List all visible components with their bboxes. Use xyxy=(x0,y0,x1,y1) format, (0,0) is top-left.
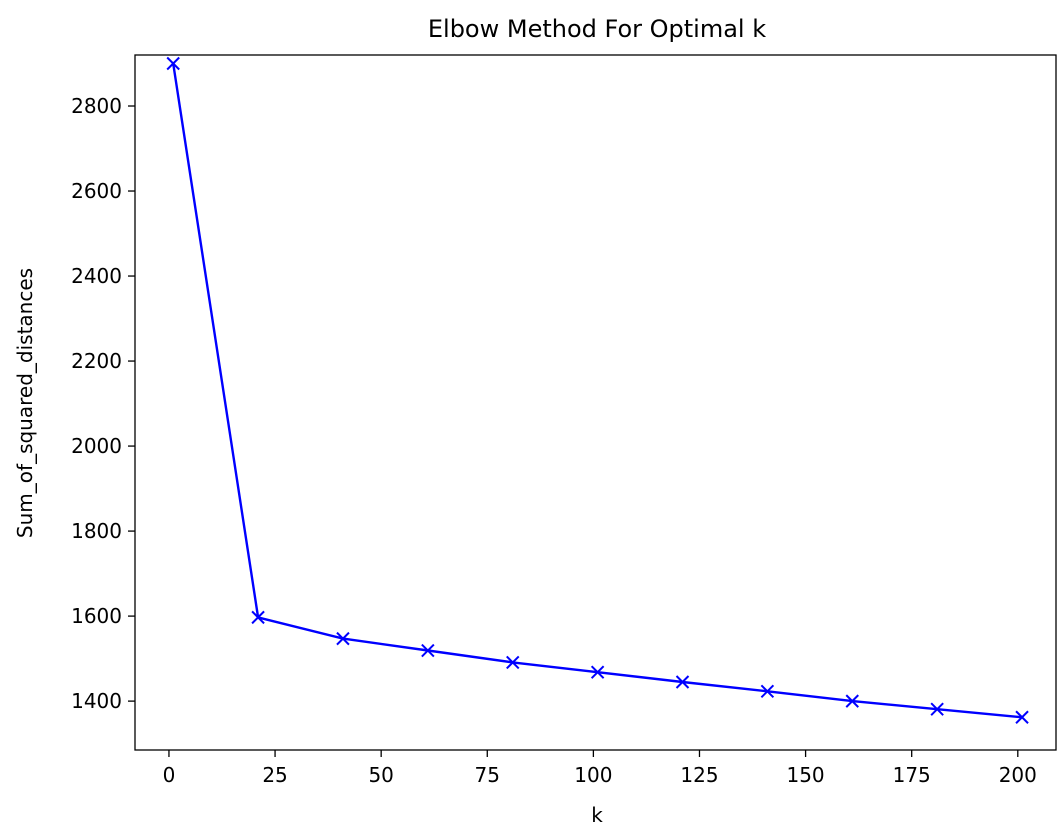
data-point-marker xyxy=(1015,710,1029,724)
y-tick-label: 2600 xyxy=(71,179,122,203)
y-tick-label: 2000 xyxy=(71,434,122,458)
x-tick-label: 200 xyxy=(999,763,1037,787)
data-point-marker xyxy=(506,655,520,670)
y-tick-label: 2800 xyxy=(71,94,122,118)
y-tick-label: 2200 xyxy=(71,349,122,373)
x-tick-label: 175 xyxy=(893,763,931,787)
data-point-marker xyxy=(760,684,775,699)
series-line xyxy=(172,63,1023,719)
series-layer xyxy=(166,56,1029,724)
data-point-marker xyxy=(421,643,435,658)
x-tick-label: 75 xyxy=(475,763,500,787)
x-tick-label: 100 xyxy=(574,763,612,787)
x-tick-label: 50 xyxy=(368,763,393,787)
x-tick-label: 125 xyxy=(680,763,718,787)
x-tick-label: 0 xyxy=(163,763,176,787)
y-tick-label: 1800 xyxy=(71,519,122,543)
data-point-marker xyxy=(251,610,265,625)
y-tick-label: 2400 xyxy=(71,264,122,288)
plot-frame xyxy=(134,54,1057,751)
data-point-marker xyxy=(845,694,859,708)
data-point-marker xyxy=(336,631,350,646)
data-point-marker xyxy=(166,56,180,71)
y-tick-label: 1600 xyxy=(71,604,122,628)
x-axis-ticks: 0 25 50 75 100 125 150 175 200 xyxy=(163,750,1037,787)
y-tick-label: 1400 xyxy=(71,689,122,713)
data-point-marker xyxy=(675,675,690,689)
y-axis-ticks: 1400 1600 1800 2000 2200 2400 2600 2800 xyxy=(71,94,135,713)
x-tick-label: 150 xyxy=(786,763,824,787)
data-point-marker xyxy=(930,702,944,716)
x-axis-label: k xyxy=(591,803,603,825)
y-axis-label: Sum_of_squared_distances xyxy=(13,268,37,538)
chart-title: Elbow Method For Optimal k xyxy=(428,15,766,43)
data-point-marker xyxy=(590,665,605,679)
x-tick-label: 25 xyxy=(262,763,287,787)
